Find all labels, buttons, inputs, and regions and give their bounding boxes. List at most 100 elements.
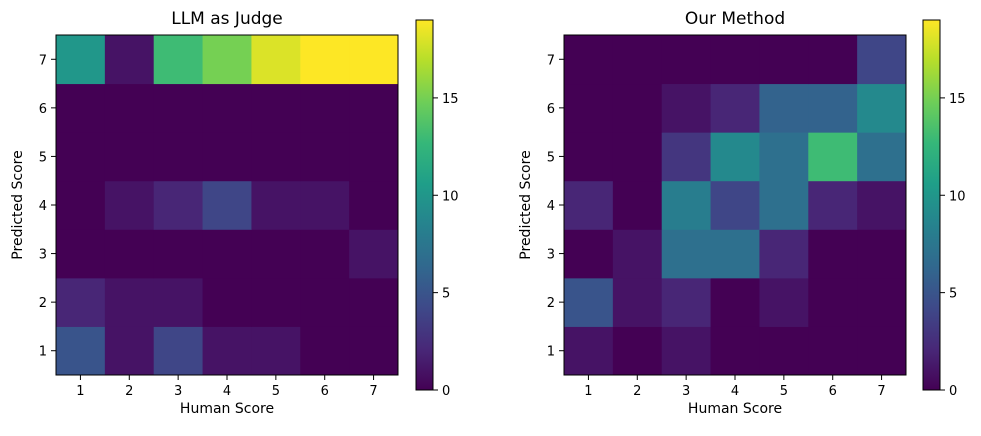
cell-h1-p6 [56,83,106,133]
cell-h2-p2 [104,277,155,327]
cell-h1-p1 [564,326,614,376]
cell-h3-p6 [153,83,204,133]
cell-h2-p1 [612,326,663,376]
x-tick-label: 3 [174,384,182,399]
cell-h4-p5 [710,132,760,182]
cell-h1-p7 [564,35,614,85]
x-tick-label: 4 [223,384,231,399]
cell-h2-p4 [104,180,155,230]
x-tick-label: 1 [76,384,84,399]
cell-h6-p1 [808,326,858,376]
cell-h5-p1 [759,326,809,376]
cell-h1-p4 [564,180,614,230]
cell-h5-p5 [759,132,809,182]
colorbar-tick-label: 15 [949,92,966,107]
cell-h2-p1 [104,326,155,376]
y-axis-label: Predicted Score [10,150,26,259]
x-tick-label: 2 [633,384,641,399]
cell-h2-p2 [612,277,663,327]
cell-h6-p4 [300,180,350,230]
heatmap-llm-as-judge: 1 2 3 4 5 6 7 1 2 3 4 5 6 7 LLM as Judge Human Score Pre… [10,9,459,417]
y-tick-label: 7 [547,53,555,68]
heatmap-cells [564,35,907,376]
x-tick-label: 7 [877,384,885,399]
heatmap-our-method: 1 2 3 4 5 6 7 1 2 3 4 5 6 7 Our Method Human Score Predi… [518,9,966,417]
cell-h3-p1 [661,326,712,376]
cell-h2-p5 [104,132,155,182]
cell-h5-p6 [251,83,301,133]
chart-title: Our Method [685,9,785,29]
cell-h2-p7 [104,35,155,85]
y-tick-label: 5 [547,150,555,165]
x-axis-label: Human Score [180,401,274,417]
cell-h1-p1 [56,326,106,376]
colorbar [415,19,434,391]
colorbar-tick-label: 0 [949,384,957,399]
cell-h2-p4 [612,180,663,230]
heatmap-cells [56,35,399,376]
cell-h7-p2 [349,277,399,327]
colorbar [922,19,941,391]
cell-h4-p6 [710,83,760,133]
cell-h2-p6 [104,83,155,133]
cell-h6-p5 [300,132,350,182]
cell-h3-p2 [153,277,204,327]
cell-h4-p3 [202,229,252,279]
cell-h4-p2 [710,277,760,327]
cell-h6-p4 [808,180,858,230]
y-tick-label: 7 [39,53,47,68]
cell-h4-p7 [202,35,252,85]
cell-h6-p5 [808,132,858,182]
y-tick-label: 1 [39,345,47,360]
cell-h7-p1 [349,326,399,376]
cell-h5-p7 [251,35,301,85]
cell-h6-p6 [300,83,350,133]
cell-h5-p6 [759,83,809,133]
cell-h5-p1 [251,326,301,376]
cell-h6-p1 [300,326,350,376]
cell-h6-p7 [808,35,858,85]
cell-h4-p4 [710,180,760,230]
x-tick-label: 6 [829,384,837,399]
cell-h5-p4 [251,180,301,230]
cell-h7-p5 [349,132,399,182]
x-tick-label: 3 [682,384,690,399]
cell-h1-p2 [564,277,614,327]
cell-h5-p5 [251,132,301,182]
cell-h5-p4 [759,180,809,230]
y-axis-label: Predicted Score [518,150,534,259]
cell-h4-p6 [202,83,252,133]
cell-h7-p3 [349,229,399,279]
cell-h7-p2 [857,277,907,327]
x-tick-label: 1 [584,384,592,399]
x-tick-label: 5 [272,384,280,399]
y-tick-label: 1 [547,345,555,360]
y-tick-label: 6 [39,102,47,117]
cell-h7-p5 [857,132,907,182]
cell-h7-p7 [857,35,907,85]
cell-h7-p3 [857,229,907,279]
cell-h1-p4 [56,180,106,230]
cell-h2-p6 [612,83,663,133]
cell-h3-p3 [153,229,204,279]
cell-h3-p6 [661,83,712,133]
cell-h3-p7 [661,35,712,85]
cell-h1-p3 [56,229,106,279]
y-tick-label: 4 [39,199,47,214]
cell-h7-p4 [857,180,907,230]
cell-h5-p3 [251,229,301,279]
cell-h4-p3 [710,229,760,279]
x-tick-label: 5 [780,384,788,399]
cell-h5-p2 [759,277,809,327]
cell-h7-p1 [857,326,907,376]
y-tick-label: 6 [547,102,555,117]
cell-h6-p2 [300,277,350,327]
x-tick-label: 6 [321,384,329,399]
x-tick-label: 4 [731,384,739,399]
cell-h6-p7 [300,35,350,85]
cell-h5-p2 [251,277,301,327]
cell-h6-p3 [300,229,350,279]
y-tick-label: 3 [547,248,555,263]
cell-h5-p7 [759,35,809,85]
